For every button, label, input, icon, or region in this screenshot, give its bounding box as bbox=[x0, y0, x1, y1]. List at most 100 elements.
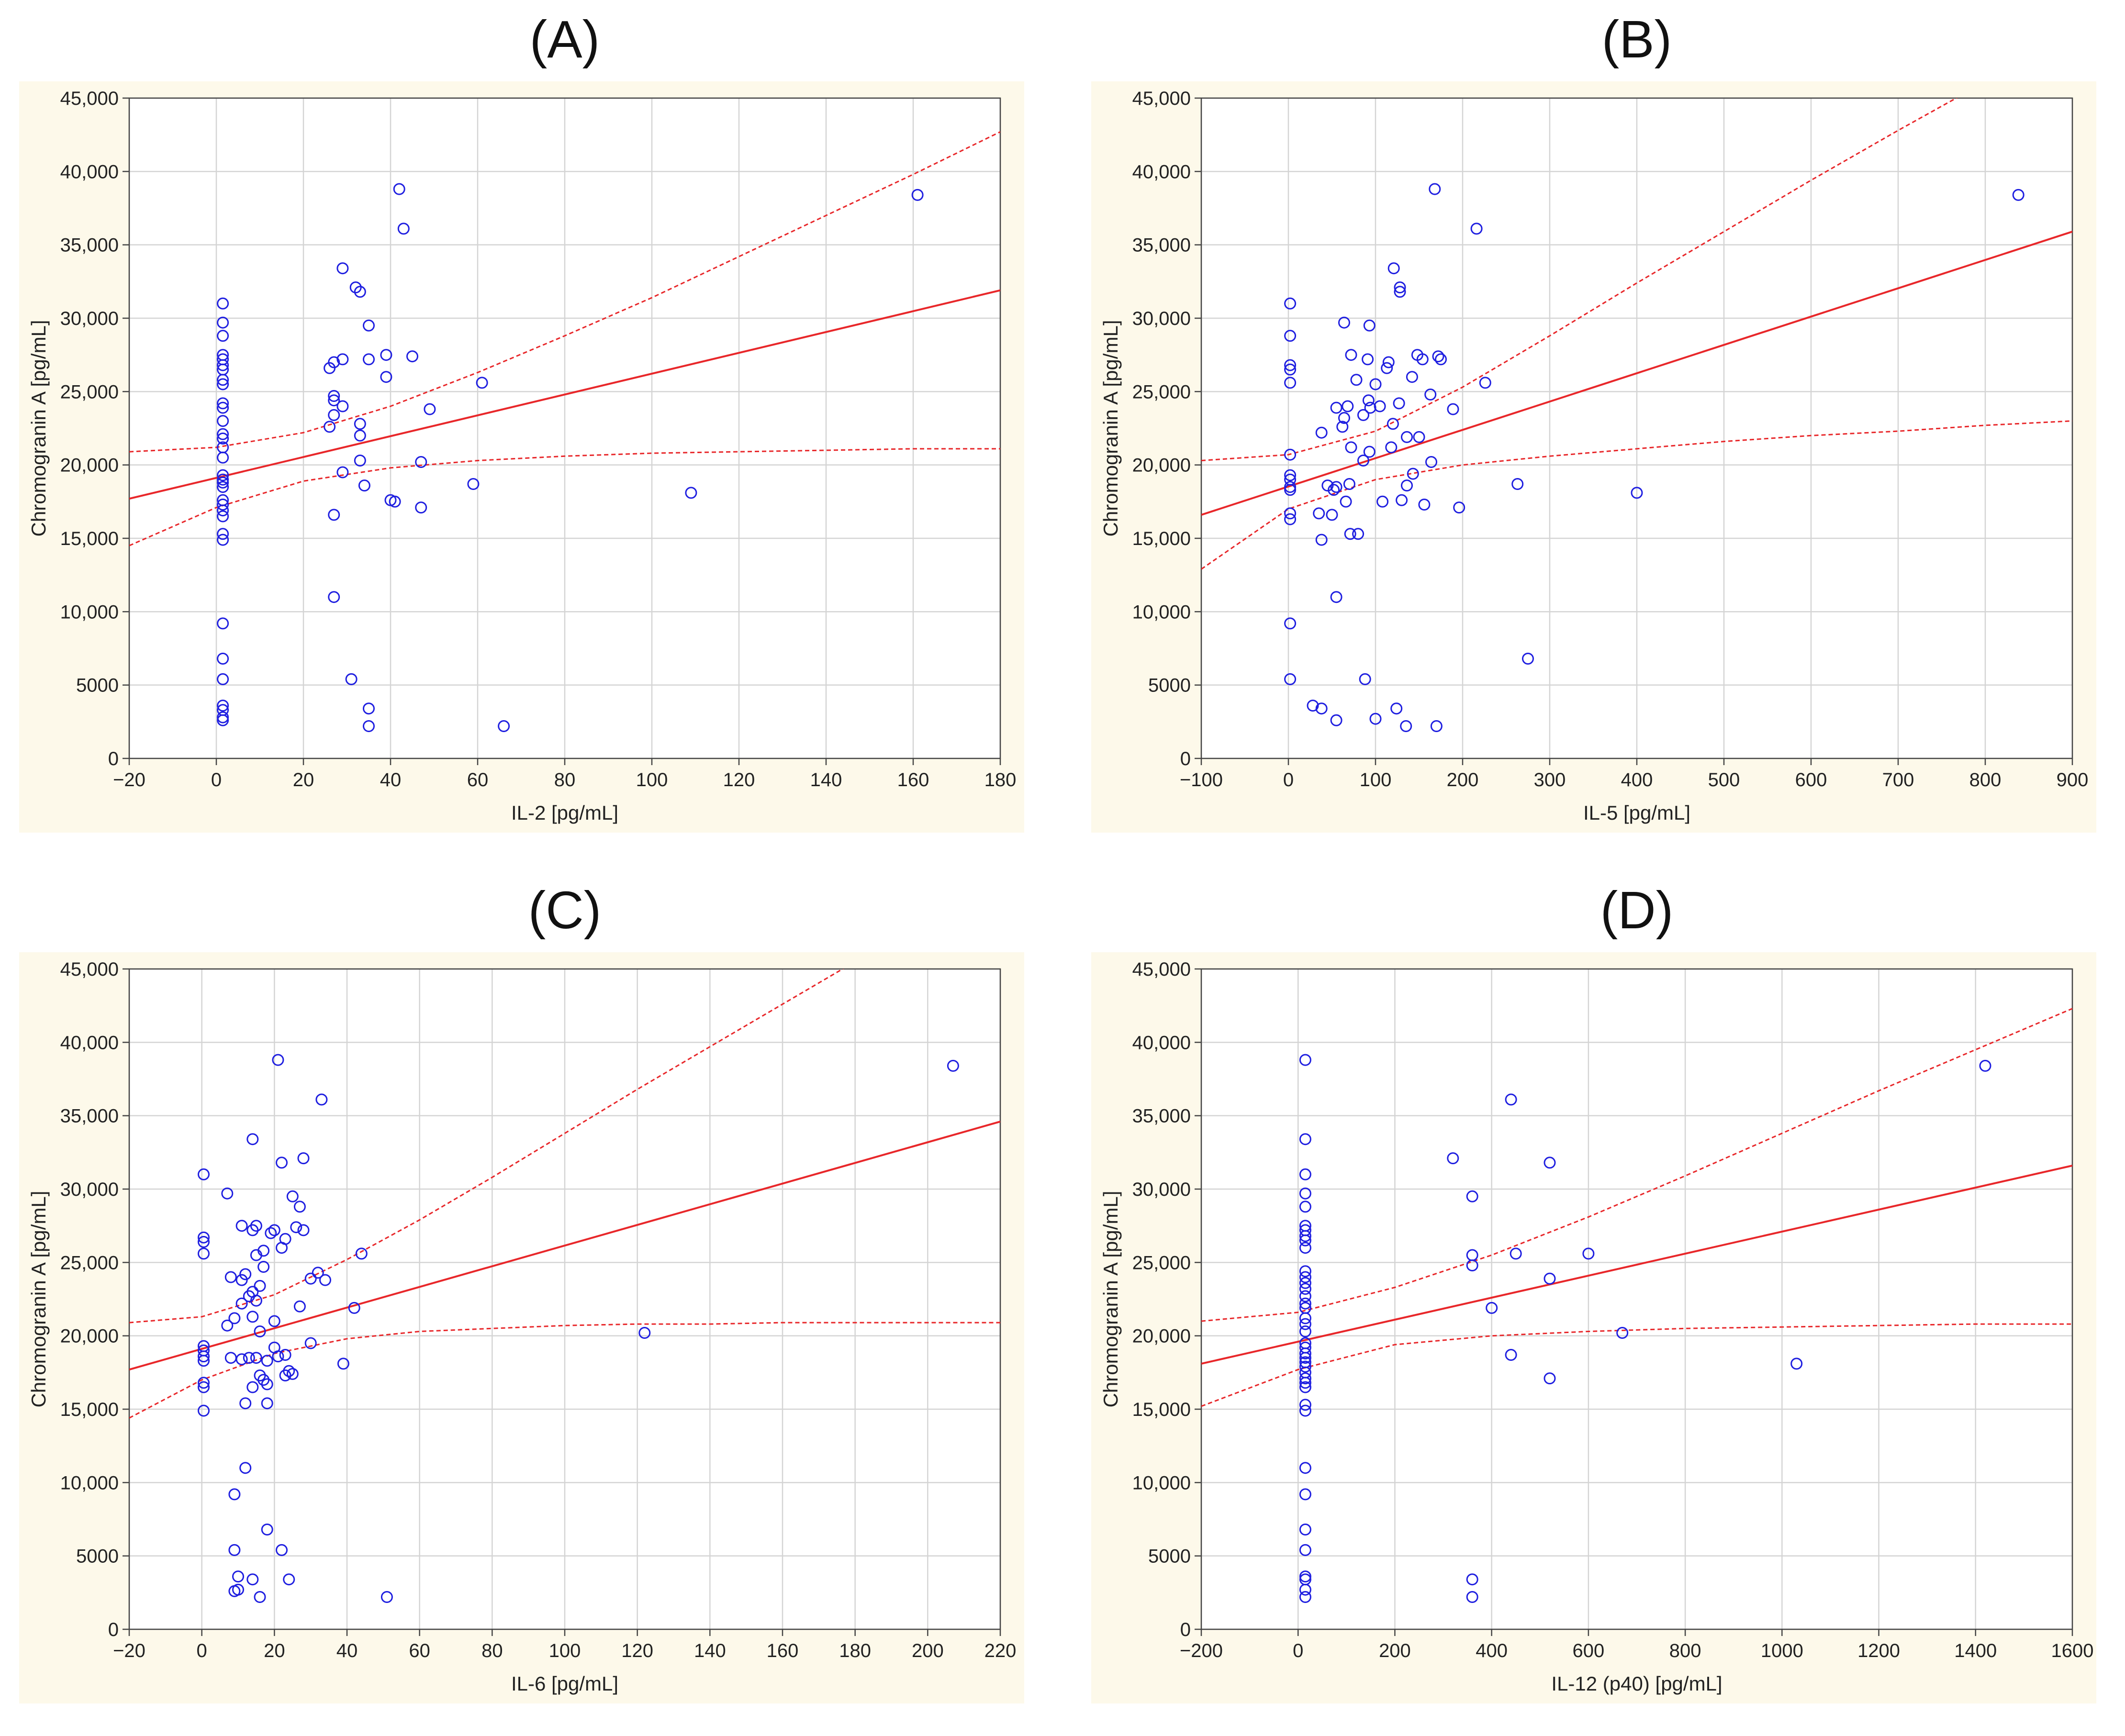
data-point bbox=[1543, 1272, 1556, 1285]
data-point bbox=[217, 378, 229, 390]
data-point bbox=[1406, 371, 1418, 383]
x-tick-label: 400 bbox=[1621, 769, 1653, 790]
data-point bbox=[1299, 1054, 1311, 1066]
y-tick-label: 10,000 bbox=[60, 601, 119, 623]
y-tick-label: 30,000 bbox=[60, 308, 119, 329]
data-point bbox=[328, 394, 340, 407]
data-point bbox=[217, 617, 229, 630]
data-point bbox=[1510, 1247, 1522, 1260]
x-tick-label: 100 bbox=[1360, 769, 1392, 790]
data-point bbox=[1299, 1462, 1311, 1474]
data-point bbox=[328, 509, 340, 521]
data-point bbox=[217, 700, 229, 712]
data-point bbox=[297, 1224, 310, 1236]
data-point bbox=[337, 1358, 349, 1370]
data-point bbox=[1363, 319, 1376, 332]
panel-label: (A) bbox=[530, 10, 600, 69]
data-point bbox=[1299, 1187, 1311, 1200]
data-point bbox=[1543, 1157, 1556, 1169]
y-tick-label: 5000 bbox=[1148, 1546, 1191, 1567]
data-point bbox=[217, 477, 229, 489]
data-point bbox=[279, 1349, 291, 1361]
data-point bbox=[336, 466, 349, 479]
data-point bbox=[1299, 1265, 1311, 1278]
x-tick-label: 140 bbox=[694, 1640, 726, 1661]
ci-upper-line bbox=[129, 969, 844, 1324]
data-point bbox=[217, 499, 229, 511]
data-point bbox=[1470, 223, 1483, 235]
data-point bbox=[283, 1573, 295, 1586]
x-tick-label: 60 bbox=[467, 769, 489, 790]
data-point bbox=[1284, 469, 1297, 481]
data-point bbox=[217, 297, 229, 310]
panel-a: (A) −20 0 20 40 60 80 100 120 140 160 180 0 5000 10,00… bbox=[0, 0, 1053, 861]
data-point bbox=[246, 1573, 259, 1586]
y-tick-label: 30,000 bbox=[1132, 1179, 1191, 1200]
data-point bbox=[358, 479, 370, 492]
x-tick-label: 160 bbox=[767, 1640, 799, 1661]
data-point bbox=[217, 415, 229, 427]
data-point bbox=[217, 481, 229, 493]
y-tick-label: 10,000 bbox=[1132, 601, 1191, 623]
data-point bbox=[217, 433, 229, 445]
data-point bbox=[272, 1350, 284, 1363]
data-point bbox=[1343, 478, 1355, 490]
data-point bbox=[328, 591, 340, 603]
data-point bbox=[198, 1247, 210, 1260]
y-tick-label: 35,000 bbox=[1132, 235, 1191, 256]
x-tick-label: 20 bbox=[264, 1640, 285, 1661]
data-point bbox=[293, 1201, 306, 1213]
y-tick-label: 5000 bbox=[76, 675, 119, 696]
data-point bbox=[1315, 534, 1328, 546]
y-tick-label: 15,000 bbox=[60, 528, 119, 549]
data-point bbox=[315, 1093, 328, 1106]
x-tick-label: 100 bbox=[549, 1640, 581, 1661]
data-point bbox=[250, 1294, 262, 1307]
data-point bbox=[2012, 189, 2024, 201]
data-point bbox=[232, 1583, 244, 1596]
data-point bbox=[1505, 1349, 1517, 1361]
data-point bbox=[1369, 378, 1382, 390]
data-point bbox=[1418, 499, 1431, 511]
data-point bbox=[1424, 389, 1437, 401]
data-point bbox=[304, 1272, 317, 1285]
data-point bbox=[198, 1404, 210, 1417]
data-point bbox=[1345, 441, 1357, 454]
y-tick-label: 10,000 bbox=[60, 1472, 119, 1493]
data-point bbox=[1407, 467, 1419, 480]
data-point bbox=[1299, 1230, 1311, 1242]
data-point bbox=[354, 286, 366, 298]
data-point bbox=[235, 1220, 248, 1232]
y-tick-label: 20,000 bbox=[1132, 1326, 1191, 1347]
y-tick-label: 30,000 bbox=[1132, 308, 1191, 329]
y-tick-label: 5000 bbox=[1148, 675, 1191, 696]
y-axis-title: Chromogranin A [pg/mL] bbox=[1099, 320, 1122, 537]
y-tick-label: 0 bbox=[108, 1619, 119, 1640]
x-tick-label: 40 bbox=[336, 1640, 358, 1661]
x-tick-label: −200 bbox=[1180, 1640, 1223, 1661]
data-point bbox=[198, 1231, 210, 1244]
x-tick-label: 80 bbox=[554, 769, 576, 790]
data-point bbox=[235, 1297, 248, 1310]
data-point bbox=[1326, 509, 1338, 521]
data-point bbox=[1362, 394, 1375, 407]
data-point bbox=[1299, 1133, 1311, 1146]
data-point bbox=[235, 1353, 248, 1366]
data-point bbox=[217, 316, 229, 329]
data-point bbox=[1299, 1234, 1311, 1246]
y-tick-label: 0 bbox=[108, 748, 119, 769]
x-axis-title: IL-6 [pg/mL] bbox=[511, 1672, 618, 1695]
data-point bbox=[319, 1274, 331, 1286]
data-point bbox=[246, 1381, 259, 1393]
data-point bbox=[239, 1268, 252, 1280]
data-point bbox=[228, 1544, 241, 1556]
data-point bbox=[380, 1591, 393, 1603]
chart-b: (B)−100 0 100 200 300 400 500 600 700 800 90005000… bbox=[1091, 10, 2096, 833]
x-tick-label: 800 bbox=[1969, 769, 2002, 790]
data-point bbox=[290, 1221, 302, 1234]
x-axis-title: IL-5 [pg/mL] bbox=[1583, 801, 1690, 824]
data-point bbox=[1631, 487, 1643, 499]
data-point bbox=[1447, 1152, 1459, 1165]
ci-lower-line bbox=[1201, 420, 2072, 570]
panel-c: (C) −20 0 20 40 60 80 100 120 140 160 180 200 220 0 500… bbox=[0, 871, 1053, 1732]
